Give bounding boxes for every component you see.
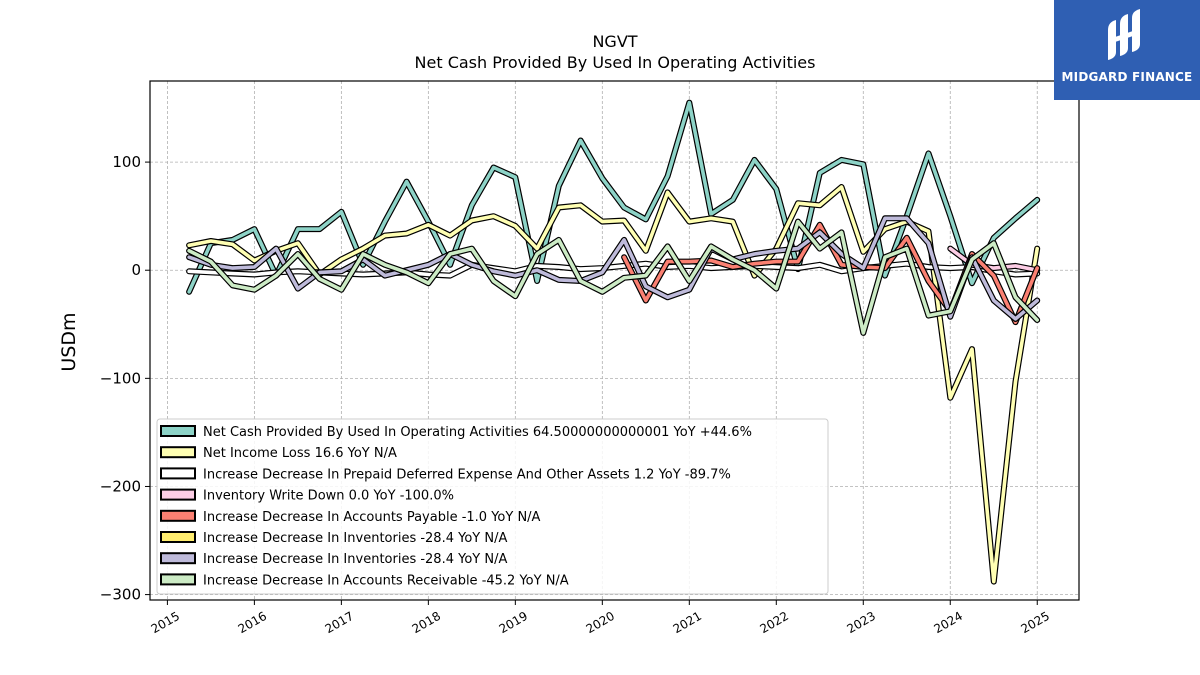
legend-label: Increase Decrease In Inventories -28.4 Y…	[203, 552, 507, 567]
legend-swatch	[160, 509, 196, 522]
series-line-3	[947, 245, 1041, 274]
plot-area-frame	[149, 80, 1080, 601]
legend-swatch	[160, 425, 196, 437]
brand-name: MIDGARD FINANCE	[1061, 70, 1193, 84]
series-path	[187, 219, 1039, 335]
y-tick-label: −100	[100, 369, 141, 387]
series-line-7	[186, 218, 1041, 336]
legend-swatch	[160, 573, 196, 586]
series-line-6	[186, 215, 1041, 322]
chart-subtitle: Net Cash Provided By Used In Operating A…	[415, 53, 816, 72]
legend-label: Increase Decrease In Inventories -28.4 Y…	[203, 531, 507, 546]
legend-label: Inventory Write Down 0.0 YoY -100.0%	[203, 489, 454, 504]
legend-label: Increase Decrease In Prepaid Deferred Ex…	[203, 467, 731, 482]
legend-swatch	[160, 552, 196, 565]
legend-swatch	[160, 446, 196, 459]
chart-title: NGVT	[592, 32, 637, 51]
legend-box	[156, 418, 829, 595]
y-axis-label: USDm	[58, 312, 80, 371]
legend-label: Increase Decrease In Accounts Receivable…	[203, 573, 569, 588]
legend: Net Cash Provided By Used In Operating A…	[156, 418, 829, 595]
brand-logo: MIDGARD FINANCE	[1054, 0, 1200, 100]
legend-swatch	[160, 531, 196, 543]
legend-swatch	[160, 488, 196, 501]
legend-label: Net Cash Provided By Used In Operating A…	[203, 425, 752, 440]
legend-label: Increase Decrease In Accounts Payable -1…	[203, 510, 541, 525]
series-layer	[186, 99, 1041, 585]
series-path	[187, 185, 1039, 584]
series-line-0	[186, 99, 1041, 295]
series-path	[948, 246, 1039, 272]
legend-label: Net Income Loss 16.6 YoY N/A	[203, 446, 397, 461]
y-tick-label: −200	[100, 477, 141, 495]
y-tick-label: 0	[131, 261, 141, 279]
series-line-1	[186, 184, 1041, 585]
midgard-logo-icon	[1108, 9, 1140, 60]
y-tick-label: 100	[112, 153, 141, 171]
series-path	[187, 216, 1039, 321]
legend-swatch	[160, 467, 196, 480]
series-path	[187, 100, 1039, 294]
y-tick-label: −300	[100, 586, 141, 604]
